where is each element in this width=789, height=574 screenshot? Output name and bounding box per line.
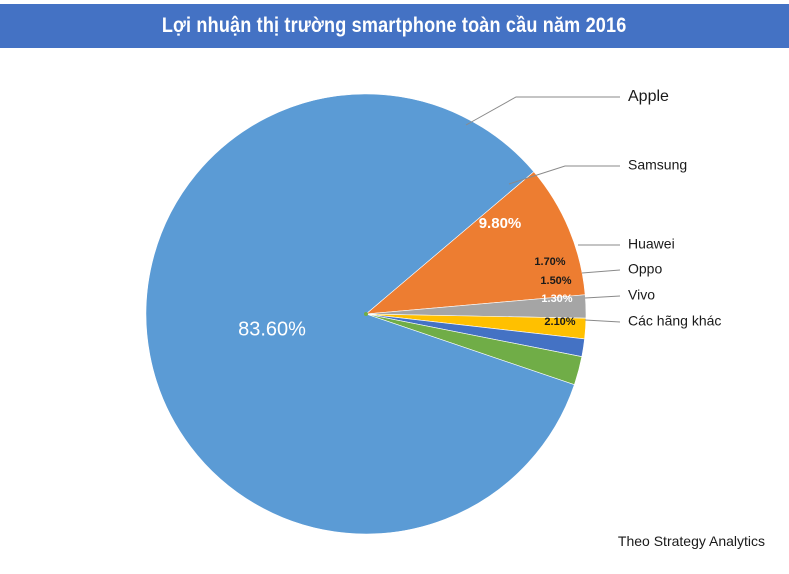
pie-center-dot	[364, 312, 368, 316]
pie-slice-apple	[145, 93, 575, 535]
leader-line	[465, 96, 620, 126]
slice-value-label: 1.50%	[540, 275, 571, 287]
slice-name-label: Các hãng khác	[628, 313, 721, 329]
title-bar: Lợi nhuận thị trường smartphone toàn cầu…	[0, 4, 789, 48]
slice-value-label: 1.70%	[534, 256, 565, 268]
slice-name-label: Samsung	[628, 157, 687, 173]
slice-name-label: Apple	[628, 88, 669, 105]
leader-line	[508, 165, 620, 185]
slice-value-label: 83.60%	[238, 318, 306, 340]
pie-slice-samsung	[365, 171, 586, 315]
slice-name-label: Huawei	[628, 236, 675, 252]
slice-value-label: 1.30%	[541, 293, 572, 305]
slice-value-label: 9.80%	[479, 215, 522, 232]
source-note: Theo Strategy Analytics	[617, 533, 765, 549]
leader-line	[584, 319, 621, 323]
slice-value-label: 2.10%	[544, 316, 575, 328]
leader-line	[584, 295, 621, 299]
slice-name-label: Vivo	[628, 287, 655, 303]
chart-title: Lợi nhuận thị trường smartphone toàn cầu…	[162, 14, 627, 37]
slice-name-label: Oppo	[628, 261, 662, 277]
leader-line	[581, 269, 621, 274]
